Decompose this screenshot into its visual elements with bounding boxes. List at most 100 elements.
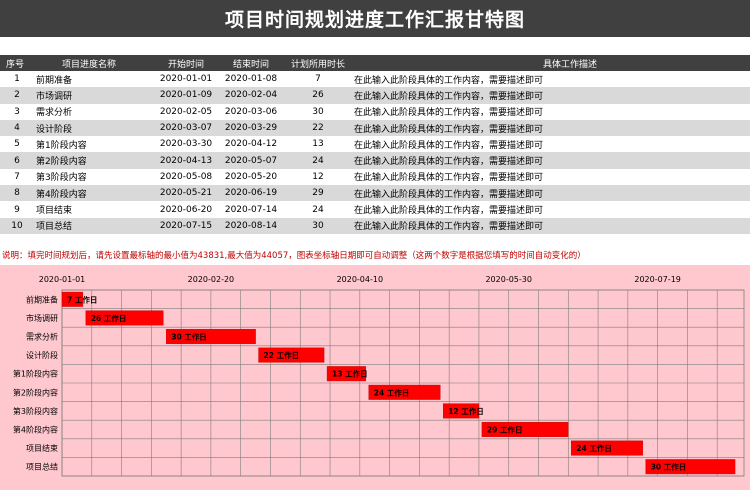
header-name: 项目进度名称: [61, 59, 116, 70]
header-end: 结束时间: [232, 59, 269, 70]
table-header: 序号 项目进度名称 开始时间 结束时间 计划所用时长 具体工作描述: [0, 55, 750, 71]
gantt-bar: [368, 384, 441, 400]
cell-name: 前期准备: [36, 75, 73, 86]
cell-desc: 在此输入此阶段具体的工作内容，需要描述即可: [354, 75, 544, 86]
category-label: 第3阶段内容: [13, 406, 58, 416]
header-desc: 具体工作描述: [542, 59, 597, 70]
gantt-bar: [258, 347, 325, 363]
instruction-note: 说明：填完时间规划后，请先设置最标轴的最小值为43831,最大值为44057，图…: [2, 251, 586, 261]
cell-days: 26: [312, 90, 324, 101]
gantt-bar: [166, 329, 256, 344]
cell-name: 项目总结: [36, 222, 73, 233]
table-row: 4 设计阶段 2020-03-07 2020-03-29 22 在此输入此阶段具体的工作内…: [0, 119, 750, 137]
bar-label: 7 工作日: [67, 294, 97, 304]
bar-label: 13 工作日: [332, 369, 368, 379]
gantt-bar: [326, 366, 366, 382]
table-row: 2 市场调研 2020-01-09 2020-02-04 26 在此输入此阶段具体的工作内…: [0, 87, 750, 104]
cell-no: 1: [14, 74, 20, 85]
table-row: 1 前期准备 2020-01-01 2020-01-08 7 在此输入此阶段具体的工作内容…: [0, 71, 750, 88]
category-label: 项目结束: [26, 443, 58, 453]
cell-desc: 在此输入此阶段具体的工作内容，需要描述即可: [354, 124, 544, 135]
cell-days: 13: [312, 139, 324, 150]
bar-label: 22 工作日: [264, 350, 300, 360]
cell-days: 30: [312, 220, 324, 231]
cell-days: 7: [315, 74, 321, 85]
cell-no: 3: [14, 106, 20, 117]
gantt-svg: 2020-01-01 2020-02-20 2020-04-10 2020-05-30…: [13, 275, 745, 477]
cell-end: 2020-07-14: [224, 204, 278, 215]
cell-start: 2020-06-20: [159, 204, 213, 215]
cell-name: 第1阶段内容: [36, 140, 87, 151]
cell-desc: 在此输入此阶段具体的工作内容，需要描述即可: [354, 189, 544, 200]
gantt-bar: [443, 403, 480, 419]
bar-label: 26 工作日: [91, 313, 127, 323]
cell-start: 2020-02-05: [159, 106, 213, 117]
cell-end: 2020-05-07: [224, 155, 278, 166]
cell-desc: 在此输入此阶段具体的工作内容，需要描述即可: [354, 157, 544, 168]
table-row: 9 项目结束 2020-06-20 2020-07-14 24 在此输入此阶段具体的工作内…: [0, 201, 750, 218]
gantt-bar: [61, 291, 84, 307]
category-label: 第2阶段内容: [13, 387, 58, 397]
bar-label: 29 工作日: [487, 425, 523, 435]
table-row: 5 第1阶段内容 2020-03-30 2020-04-12 13 在此输入此阶段具体的工…: [0, 136, 750, 153]
bar-label: 24 工作日: [576, 443, 612, 453]
cell-no: 6: [14, 155, 20, 166]
cell-end: 2020-01-08: [224, 74, 278, 85]
cell-name: 市场调研: [36, 91, 73, 102]
table-row: 10 项目总结 2020-07-15 2020-08-14 30 在此输入此阶段具体的工作…: [0, 217, 750, 234]
cell-desc: 在此输入此阶段具体的工作内容，需要描述即可: [354, 206, 544, 217]
category-label: 需求分析: [26, 332, 58, 342]
cell-end: 2020-05-20: [224, 171, 278, 182]
bar-label: 12 工作日: [448, 406, 484, 416]
cell-name: 第2阶段内容: [36, 157, 87, 168]
cell-days: 29: [312, 188, 324, 199]
cell-desc: 在此输入此阶段具体的工作内容，需要描述即可: [354, 140, 544, 151]
category-label: 第4阶段内容: [13, 425, 58, 435]
cell-name: 第3阶段内容: [36, 173, 87, 184]
category-label: 项目总结: [26, 462, 58, 472]
cell-end: 2020-06-19: [224, 188, 278, 199]
table-row: 6 第2阶段内容 2020-04-13 2020-05-07 24 在此输入此阶段具体的工…: [0, 152, 750, 169]
cell-days: 12: [312, 171, 324, 182]
cell-days: 24: [312, 204, 324, 215]
page-title: 项目时间规划进度工作汇报甘特图: [0, 0, 750, 37]
cell-no: 4: [14, 123, 20, 134]
gantt-bar: [571, 440, 643, 456]
gantt-bar: [85, 310, 164, 326]
cell-start: 2020-05-21: [159, 188, 213, 199]
cell-no: 2: [14, 90, 20, 101]
cell-start: 2020-07-15: [159, 220, 213, 231]
header-days: 计划所用时长: [290, 59, 345, 70]
cell-days: 24: [312, 155, 324, 166]
x-tick-label: 2020-02-20: [188, 275, 235, 284]
cell-end: 2020-08-14: [224, 220, 278, 231]
category-label: 第1阶段内容: [13, 369, 58, 379]
category-label: 前期准备: [26, 294, 58, 304]
cell-start: 2020-05-08: [159, 171, 213, 182]
cell-days: 22: [312, 123, 324, 134]
cell-desc: 在此输入此阶段具体的工作内容，需要描述即可: [354, 222, 544, 233]
cell-end: 2020-03-06: [224, 106, 278, 117]
bar-label: 30 工作日: [171, 332, 207, 342]
category-label: 设计阶段: [26, 350, 58, 360]
cell-days: 30: [312, 106, 324, 117]
x-tick-label: 2020-05-30: [485, 275, 532, 284]
x-tick-label: 2020-01-01: [39, 275, 86, 284]
cell-start: 2020-01-09: [159, 90, 213, 101]
cell-no: 7: [14, 171, 20, 182]
bar-label: 30 工作日: [651, 462, 687, 472]
cell-start: 2020-04-13: [159, 155, 213, 166]
table-body: 1 前期准备 2020-01-01 2020-01-08 7 在此输入此阶段具体的工作内容…: [0, 71, 750, 234]
table-row: 3 需求分析 2020-02-05 2020-03-06 30 在此输入此阶段具体的工作内…: [0, 103, 750, 120]
cell-start: 2020-03-07: [159, 123, 213, 134]
cell-no: 8: [14, 188, 20, 199]
gantt-bar: [481, 422, 569, 437]
cell-name: 项目结束: [36, 206, 73, 217]
category-label: 市场调研: [26, 313, 58, 323]
cell-end: 2020-03-29: [224, 123, 278, 134]
cell-no: 10: [11, 220, 23, 231]
cell-desc: 在此输入此阶段具体的工作内容，需要描述即可: [354, 91, 544, 102]
x-tick-label: 2020-04-10: [337, 275, 384, 284]
cell-desc: 在此输入此阶段具体的工作内容，需要描述即可: [354, 108, 544, 119]
cell-desc: 在此输入此阶段具体的工作内容，需要描述即可: [354, 173, 544, 184]
